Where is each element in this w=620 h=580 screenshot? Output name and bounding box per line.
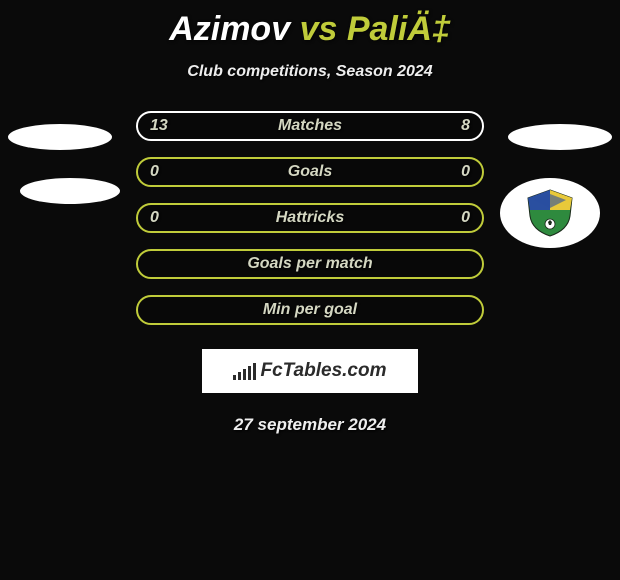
- stat-value-left: 0: [150, 209, 159, 227]
- shield-icon: [524, 188, 576, 238]
- stat-row: 0 Hattricks 0: [136, 203, 484, 233]
- date-text: 27 september 2024: [0, 415, 620, 435]
- stat-label: Goals: [288, 163, 332, 181]
- fctables-logo: FcTables.com: [202, 349, 418, 393]
- club-crest: [500, 178, 600, 248]
- logo-content: FcTables.com: [233, 360, 386, 382]
- subtitle: Club competitions, Season 2024: [0, 63, 620, 81]
- stat-label: Hattricks: [276, 209, 344, 227]
- stat-label: Matches: [278, 117, 342, 135]
- stat-row: Min per goal: [136, 295, 484, 325]
- placeholder-oval: [8, 124, 112, 150]
- player2-name: PaliÄ‡: [347, 10, 451, 48]
- placeholder-oval: [20, 178, 120, 204]
- vs-text: vs: [300, 10, 338, 48]
- stat-label: Goals per match: [247, 255, 372, 273]
- player1-name: Azimov: [169, 10, 290, 48]
- stat-row: Goals per match: [136, 249, 484, 279]
- stat-value-right: 8: [461, 117, 470, 135]
- stat-value-left: 0: [150, 163, 159, 181]
- logo-bars-icon: [233, 363, 256, 380]
- logo-text: FcTables.com: [260, 360, 386, 382]
- stat-value-right: 0: [461, 209, 470, 227]
- stat-row: 0 Goals 0: [136, 157, 484, 187]
- stat-label: Min per goal: [263, 301, 357, 319]
- stat-value-right: 0: [461, 163, 470, 181]
- stat-row: 13 Matches 8: [136, 111, 484, 141]
- comparison-title: Azimov vs PaliÄ‡: [0, 0, 620, 49]
- placeholder-oval: [508, 124, 612, 150]
- stat-value-left: 13: [150, 117, 168, 135]
